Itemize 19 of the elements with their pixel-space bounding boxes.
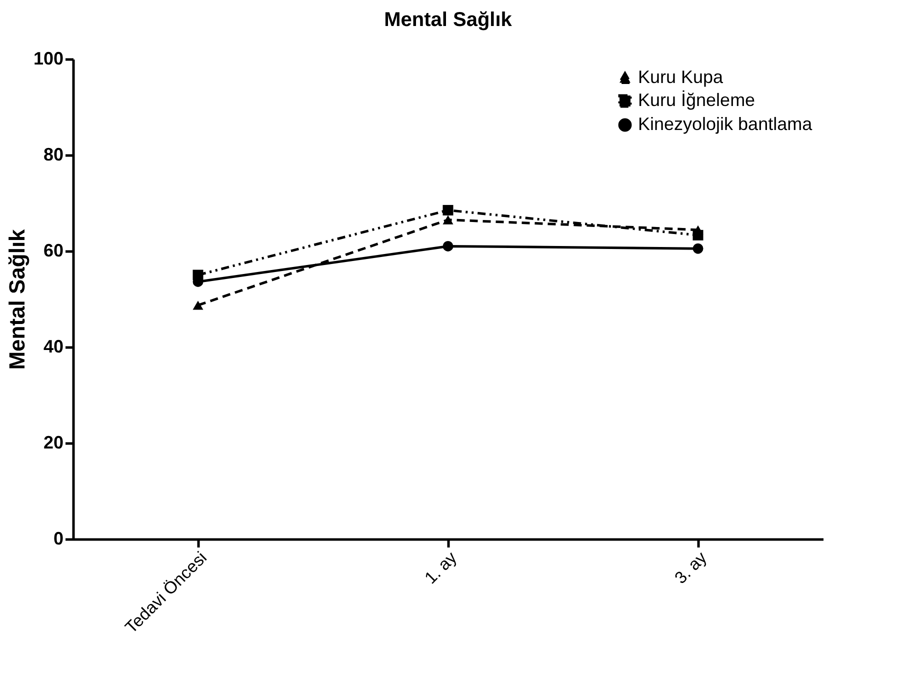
legend-label: Kuru Kupa: [638, 67, 724, 87]
x-tick-label: 3. ay: [671, 548, 711, 588]
y-axis-title: Mental Sağlık: [4, 228, 30, 370]
point: [442, 240, 454, 252]
y-tick-label: 0: [53, 528, 64, 548]
y-tick-label: 20: [43, 432, 64, 452]
point: [192, 270, 204, 280]
x-tick-label: 1. ay: [421, 548, 461, 588]
point: [692, 243, 704, 254]
legend-label: Kuru İğneleme: [638, 90, 756, 110]
point: [192, 300, 204, 310]
legend-label: Kinezyolojik bantlama: [638, 114, 814, 134]
point: [442, 215, 454, 224]
y-tick-label: 60: [43, 240, 64, 260]
chart-title: Mental Sağlık: [384, 9, 513, 31]
y-tick-label: 40: [43, 336, 64, 356]
y-tick-label: 100: [33, 48, 64, 68]
point: [442, 204, 454, 216]
y-tick-label: 80: [43, 144, 64, 164]
